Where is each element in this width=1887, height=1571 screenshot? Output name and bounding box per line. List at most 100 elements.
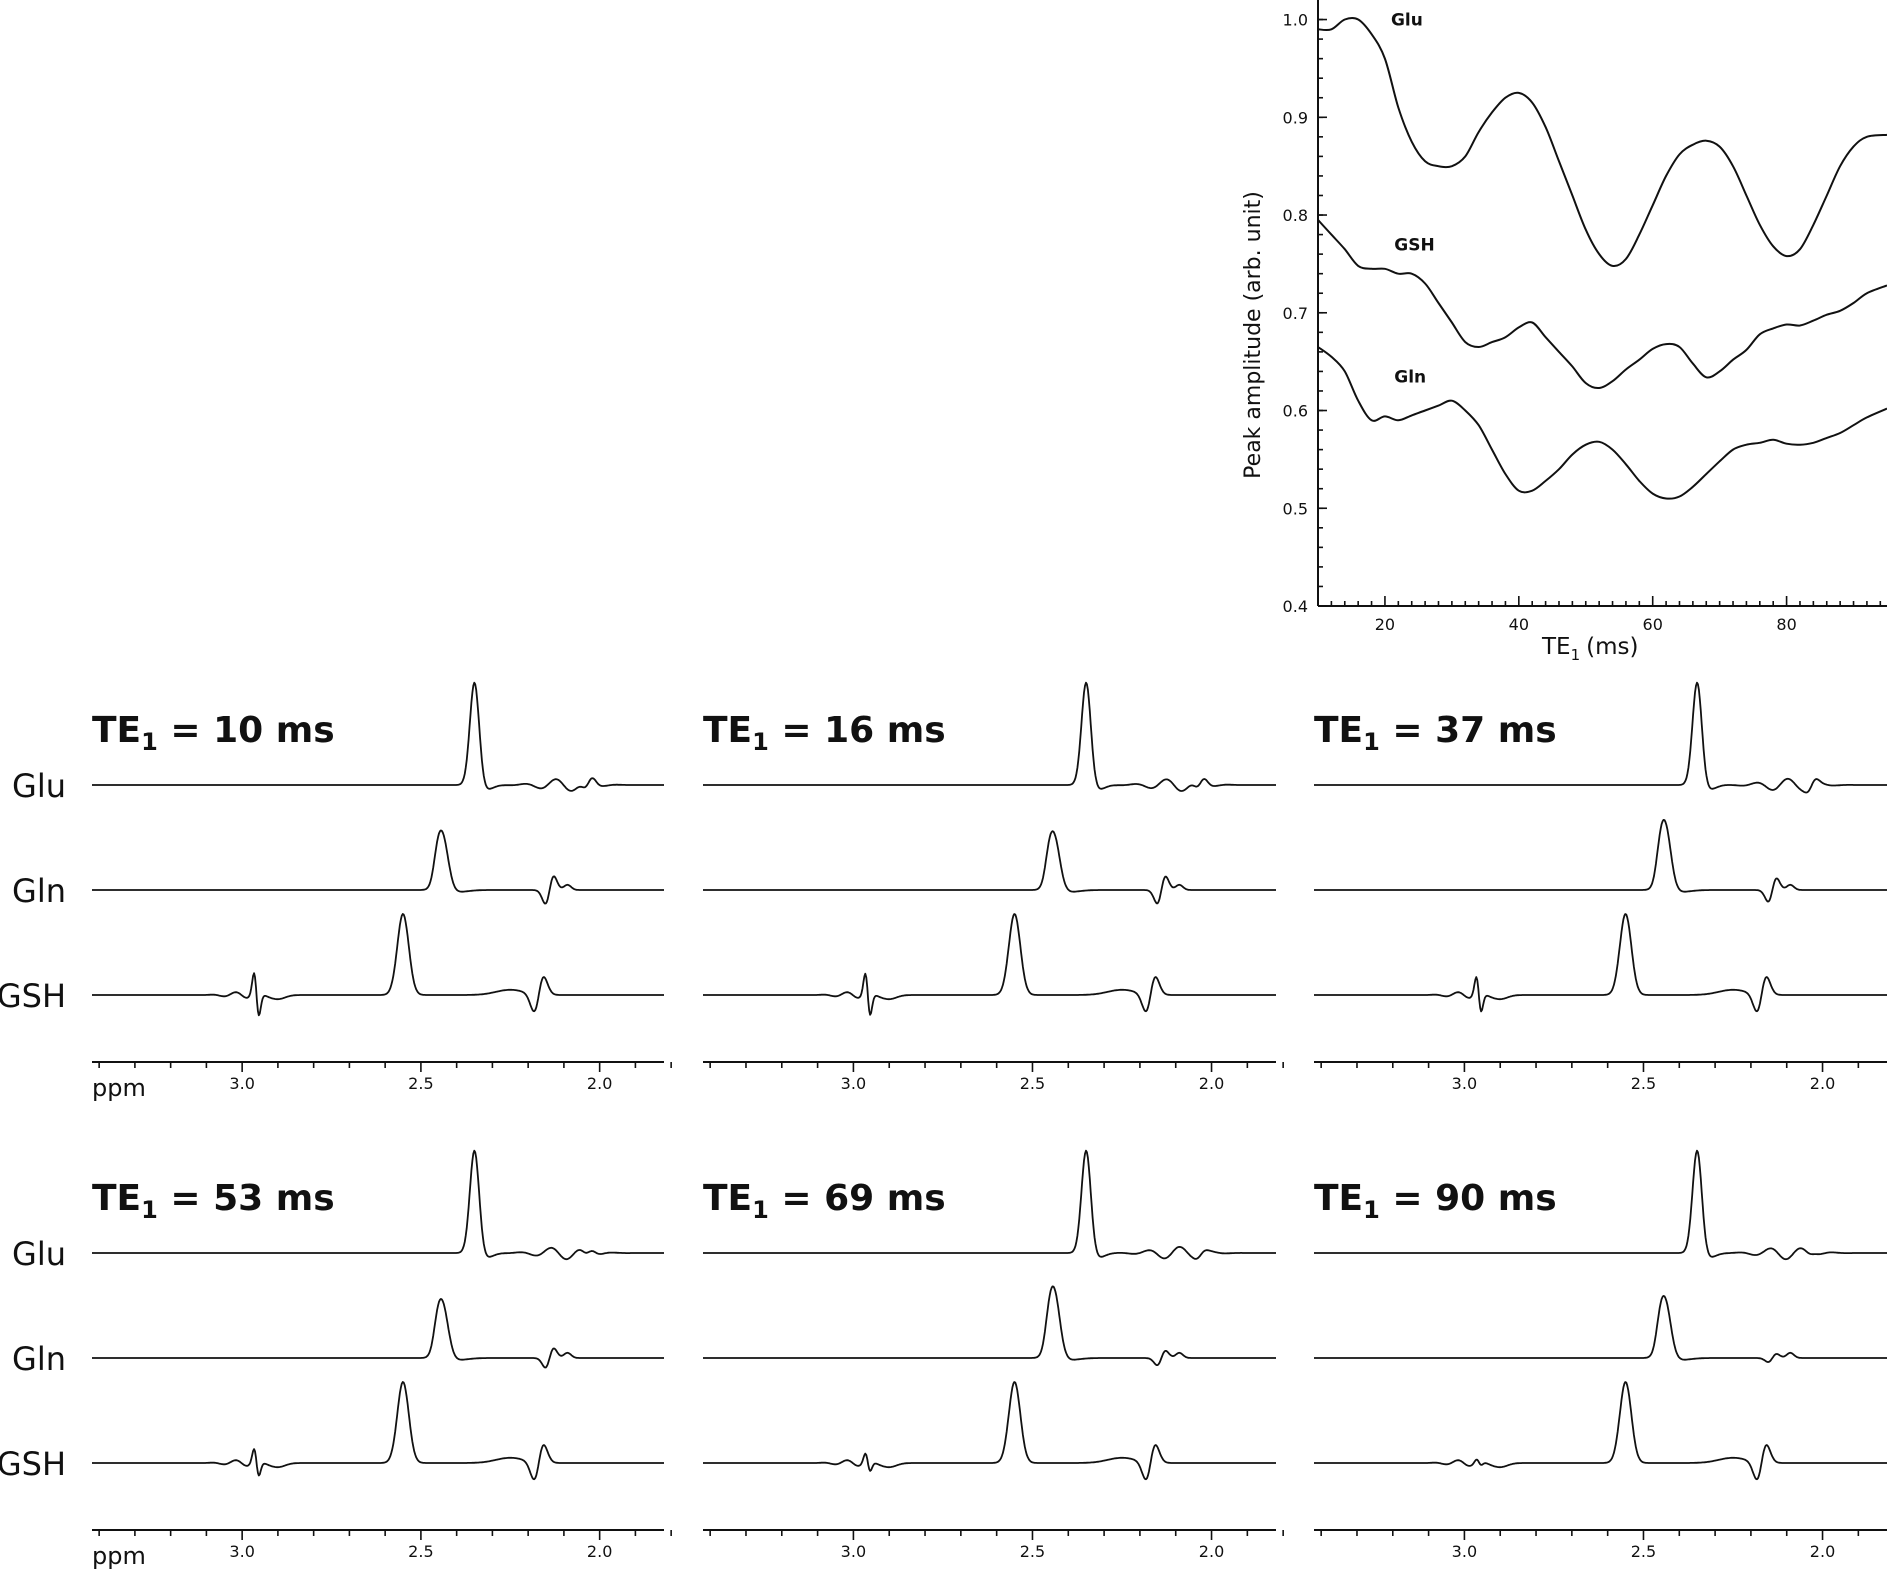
spectrum-trace-gln (703, 830, 1276, 905)
row-label-gln: Gln (12, 872, 66, 910)
panel-title: TE1 = 16 ms (703, 710, 946, 756)
ppm-tick-label: 3.0 (229, 1542, 254, 1561)
spectrum-trace-glu (703, 681, 1276, 792)
spectrum-trace-glu (1314, 681, 1887, 794)
ppm-tick-label: 2.5 (1631, 1074, 1656, 1093)
ppm-tick-label: 3.0 (1452, 1074, 1477, 1093)
panel-title-rest: = 10 ms (158, 710, 335, 751)
inset-x-tick-label: 60 (1643, 615, 1663, 634)
ppm-tick-label: 2.5 (1631, 1542, 1656, 1561)
spectrum-panel: TE1 = 69 ms 3.0 2.5 2.0 (703, 1149, 1284, 1561)
row-label-gsh: GSH (0, 977, 66, 1015)
inset-amplitude-chart: 0.40.50.60.70.80.91.020 40 60 80 GluGSHGln … (1241, 0, 1887, 664)
spectrum-trace-gln (92, 829, 664, 905)
spectrum-trace-gln (92, 1298, 664, 1369)
ppm-tick-label: 3.0 (229, 1074, 254, 1093)
inset-curve-glu (1317, 17, 1887, 268)
row-label-glu: Glu (12, 1235, 66, 1273)
panel-title: TE1 = 53 ms (92, 1178, 335, 1224)
panel-title-sub: 1 (752, 728, 769, 756)
inset-series-label-gln: Gln (1394, 367, 1426, 387)
panel-title-main: TE (92, 1178, 141, 1219)
spectrum-panel: TE1 = 37 ms 3.0 2.5 2.0 (1314, 681, 1887, 1093)
inset-x-tick-label: 80 (1776, 615, 1796, 634)
inset-y-tick-label: 1.0 (1283, 11, 1308, 30)
inset-x-title-unit: (ms) (1586, 634, 1638, 660)
spectrum-panel: TE1 = 10 ms Glu Gln GSH 3.0 2.5 2.0 ppm (0, 681, 672, 1102)
spectrum-trace-gsh (703, 913, 1276, 1016)
ppm-tick-label: 3.0 (1452, 1542, 1477, 1561)
row-label-gln: Gln (12, 1340, 66, 1378)
inset-curves (1317, 17, 1887, 500)
spectrum-trace-glu (92, 681, 664, 792)
panel-title-main: TE (1314, 710, 1363, 751)
panel-title: TE1 = 37 ms (1314, 710, 1557, 756)
inset-y-tick-label: 0.7 (1283, 304, 1308, 323)
panel-title-rest: = 16 ms (769, 710, 946, 751)
row-label-gsh: GSH (0, 1445, 66, 1483)
ppm-tick-label: 2.0 (587, 1074, 612, 1093)
inset-series-labels: Glu GSH Gln (1391, 11, 1435, 388)
row-label-glu: Glu (12, 767, 66, 805)
inset-y-axis-title: Peak amplitude (arb. unit) (1241, 191, 1266, 479)
inset-axes: 0.4 0.5 0.6 0.7 0.8 0.9 1.0 20 40 60 80 (1283, 0, 1887, 634)
panel-title-main: TE (92, 710, 141, 751)
ppm-tick-label: 3.0 (841, 1074, 866, 1093)
spectrum-trace-gsh (703, 1381, 1276, 1481)
spectrum-trace-gln (703, 1285, 1276, 1366)
spectrum-trace-gsh (1314, 913, 1887, 1013)
panel-title-sub: 1 (752, 1196, 769, 1224)
ppm-unit-label: ppm (92, 1542, 146, 1570)
panel-title-sub: 1 (141, 728, 158, 756)
spectrum-panel: TE1 = 53 ms Glu Gln GSH 3.0 2.5 2.0 ppm (0, 1149, 672, 1570)
inset-series-label-glu: Glu (1391, 11, 1423, 31)
panel-title: TE1 = 90 ms (1314, 1178, 1557, 1224)
spectrum-panel: TE1 = 90 ms 3.0 2.5 2.0 (1314, 1149, 1887, 1561)
panel-title: TE1 = 69 ms (703, 1178, 946, 1224)
ppm-tick-label: 2.5 (408, 1074, 433, 1093)
panel-title-main: TE (1314, 1178, 1363, 1219)
ppm-tick-label: 2.0 (587, 1542, 612, 1561)
ppm-tick-label: 3.0 (841, 1542, 866, 1561)
panel-title-sub: 1 (141, 1196, 158, 1224)
panel-title-main: TE (703, 710, 752, 751)
panel-title-rest: = 90 ms (1380, 1178, 1557, 1219)
panel-title: TE1 = 10 ms (92, 710, 335, 756)
inset-series-label-gsh: GSH (1394, 235, 1434, 255)
inset-x-title-sub: 1 (1571, 646, 1581, 664)
panel-title-main: TE (703, 1178, 752, 1219)
panel-title-rest: = 37 ms (1380, 710, 1557, 751)
inset-x-tick-label: 40 (1509, 615, 1529, 634)
panel-title-rest: = 53 ms (158, 1178, 335, 1219)
spectrum-trace-gsh (92, 1381, 664, 1481)
panel-title-sub: 1 (1363, 1196, 1380, 1224)
inset-y-tick-label: 0.4 (1283, 597, 1308, 616)
spectrum-trace-glu (703, 1149, 1276, 1260)
spectrum-trace-glu (1314, 1149, 1887, 1261)
panel-title-rest: = 69 ms (769, 1178, 946, 1219)
inset-x-title-main: TE (1541, 634, 1571, 660)
spectrum-trace-gsh (1314, 1381, 1887, 1481)
ppm-tick-label: 2.0 (1810, 1542, 1835, 1561)
inset-y-tick-label: 0.8 (1283, 206, 1308, 225)
ppm-tick-label: 2.0 (1199, 1542, 1224, 1561)
inset-y-tick-label: 0.6 (1283, 402, 1308, 421)
spectrum-trace-gln (1314, 1295, 1887, 1363)
ppm-tick-label: 2.5 (1020, 1074, 1045, 1093)
inset-x-tick-label: 20 (1375, 615, 1395, 634)
panel-title-sub: 1 (1363, 728, 1380, 756)
ppm-tick-label: 2.5 (1020, 1542, 1045, 1561)
spectrum-trace-gsh (92, 913, 664, 1017)
ppm-tick-label: 2.5 (408, 1542, 433, 1561)
inset-curve-gsh (1317, 219, 1887, 390)
ppm-tick-label: 2.0 (1810, 1074, 1835, 1093)
ppm-unit-label: ppm (92, 1074, 146, 1102)
ppm-tick-label: 2.0 (1199, 1074, 1224, 1093)
spectrum-panel: TE1 = 16 ms 3.0 2.5 2.0 (703, 681, 1284, 1093)
spectrum-trace-gln (1314, 819, 1887, 903)
inset-y-tick-label: 0.5 (1283, 499, 1308, 518)
inset-curve-gln (1317, 346, 1887, 500)
inset-x-axis-title: TE1 (ms) (1541, 634, 1638, 664)
